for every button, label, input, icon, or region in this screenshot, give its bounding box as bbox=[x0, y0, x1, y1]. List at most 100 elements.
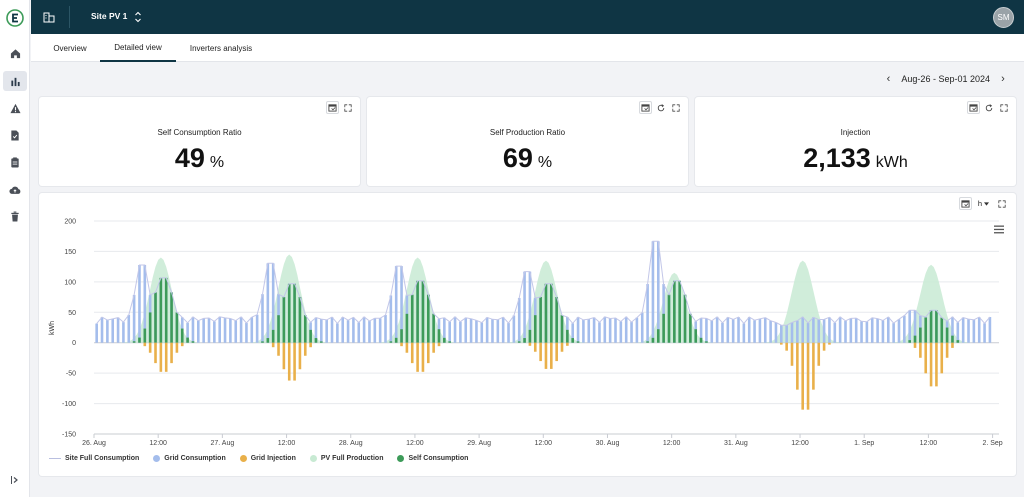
sidebar-item-tasks[interactable] bbox=[3, 152, 27, 172]
x-tick-label: 12:00 bbox=[920, 440, 938, 447]
kpi-title: Self Consumption Ratio bbox=[157, 128, 242, 137]
caret-down-icon bbox=[984, 201, 989, 206]
date-range-label[interactable]: Aug-26 - Sep-01 2024 bbox=[901, 74, 990, 84]
grid-consumption-bar bbox=[143, 265, 147, 343]
grid-consumption-bar bbox=[983, 323, 986, 343]
legend-grid-consumption[interactable]: Grid Consumption bbox=[153, 455, 226, 462]
grid-consumption-bar bbox=[913, 310, 917, 343]
legend-self-consumption[interactable]: Self Consumption bbox=[397, 455, 468, 462]
calendar-button[interactable] bbox=[639, 101, 652, 114]
grid-injection-bar bbox=[410, 342, 414, 364]
expand-icon bbox=[997, 199, 1006, 208]
chevron-left-icon: ‹ bbox=[886, 73, 891, 85]
grid-consumption-bar bbox=[726, 317, 730, 343]
tab-inverters-analysis[interactable]: Inverters analysis bbox=[189, 43, 253, 53]
site-select-chevron[interactable] bbox=[134, 10, 142, 24]
grid-consumption-bar bbox=[325, 319, 328, 343]
grid-consumption-bar bbox=[116, 317, 120, 343]
grid-injection-bar bbox=[550, 342, 553, 369]
chart-legend: Site Full Consumption Grid Consumption G… bbox=[49, 455, 468, 462]
tab-overview[interactable]: Overview bbox=[53, 43, 87, 53]
self-consumption-bar bbox=[646, 341, 649, 343]
app-logo[interactable] bbox=[4, 7, 26, 29]
grid-consumption-bar bbox=[576, 317, 580, 343]
grid-consumption-bar bbox=[742, 323, 746, 343]
grid-injection-bar bbox=[421, 342, 425, 372]
grid-consumption-bar bbox=[897, 319, 901, 343]
grid-consumption-bar bbox=[271, 263, 275, 343]
self-consumption-bar bbox=[421, 280, 425, 343]
legend-label: Site Full Consumption bbox=[65, 455, 140, 462]
grid-consumption-bar bbox=[731, 319, 735, 343]
fullscreen-button[interactable] bbox=[669, 101, 682, 114]
site-selector-icon-button[interactable] bbox=[43, 10, 57, 24]
grid-consumption-bar bbox=[624, 316, 628, 343]
calendar-button[interactable] bbox=[958, 197, 972, 210]
sidebar-item-delete[interactable] bbox=[3, 206, 27, 226]
previous-period-button[interactable]: ‹ bbox=[881, 72, 895, 86]
grid-consumption-bar bbox=[812, 317, 815, 343]
consumption-line bbox=[96, 240, 991, 326]
legend-pv-production[interactable]: PV Full Production bbox=[309, 455, 384, 462]
fullscreen-button[interactable] bbox=[341, 101, 354, 114]
grid-consumption-bar bbox=[870, 317, 874, 343]
grid-consumption-bar bbox=[213, 321, 216, 343]
sidebar-item-home[interactable] bbox=[3, 43, 27, 63]
grid-injection-bar bbox=[271, 342, 275, 348]
grid-consumption-bar bbox=[507, 323, 510, 343]
date-navigator: ‹ Aug-26 - Sep-01 2024 › bbox=[881, 72, 1010, 86]
next-period-button[interactable]: › bbox=[996, 72, 1010, 86]
axis-ticks: 200 150 100 50 0 -50 -100 -150 26. Aug 12:00 27. A… bbox=[62, 219, 1003, 448]
refresh-button[interactable] bbox=[654, 101, 667, 114]
bar-chart-icon bbox=[10, 77, 20, 86]
site-name[interactable]: Site PV 1 bbox=[91, 11, 128, 21]
grid-consumption-bar bbox=[587, 319, 591, 343]
sidebar-item-analytics[interactable] bbox=[3, 71, 27, 91]
grid-injection-bar bbox=[913, 342, 917, 348]
kpi-card-toolbar bbox=[967, 101, 1010, 114]
grid-injection-bar bbox=[148, 342, 152, 353]
grid-consumption-bar bbox=[245, 323, 248, 343]
grid-injection-bar bbox=[560, 342, 564, 352]
grid-injection-bar bbox=[822, 342, 826, 351]
self-consumption-bar bbox=[389, 341, 393, 343]
grid-injection-bar bbox=[566, 342, 569, 346]
self-consumption-bar bbox=[175, 312, 179, 343]
grid-consumption-bar bbox=[988, 316, 992, 343]
grid-consumption-bar bbox=[469, 318, 473, 343]
refresh-button[interactable] bbox=[982, 101, 995, 114]
kpi-unit: % bbox=[537, 154, 553, 171]
chart-menu-button[interactable] bbox=[994, 221, 1004, 234]
legend-dot bbox=[239, 455, 247, 462]
self-consumption-bar bbox=[935, 310, 938, 343]
sidebar-item-alerts[interactable] bbox=[3, 98, 27, 118]
x-tick-label: 28. Aug bbox=[339, 440, 363, 447]
sidebar-item-upload[interactable] bbox=[3, 180, 27, 200]
grid-consumption-bar bbox=[619, 321, 623, 343]
calendar-button[interactable] bbox=[326, 101, 339, 114]
grid-consumption-bar bbox=[566, 317, 569, 343]
grid-consumption-bar bbox=[972, 319, 976, 343]
calendar-icon bbox=[641, 104, 650, 112]
self-consumption-bar bbox=[191, 341, 195, 343]
fullscreen-button[interactable] bbox=[997, 101, 1010, 114]
self-consumption-bar bbox=[550, 283, 553, 343]
grid-injection-bar bbox=[796, 342, 799, 390]
user-avatar[interactable]: SM bbox=[993, 7, 1014, 28]
grid-consumption-bar bbox=[475, 320, 478, 343]
legend-site-consumption[interactable]: Site Full Consumption bbox=[49, 455, 139, 462]
grid-consumption-bar bbox=[908, 310, 911, 343]
grid-injection-bar bbox=[528, 342, 532, 346]
resolution-select[interactable]: h bbox=[975, 197, 992, 210]
sidebar-item-reports[interactable] bbox=[3, 125, 27, 145]
kpi-unit: kWh bbox=[875, 154, 908, 171]
grid-consumption-bar bbox=[106, 320, 109, 343]
expand-icon bbox=[671, 103, 680, 112]
collapse-sidebar-button[interactable] bbox=[8, 473, 22, 487]
calendar-button[interactable] bbox=[967, 101, 980, 114]
fullscreen-button[interactable] bbox=[995, 197, 1008, 210]
tab-detailed-view[interactable]: Detailed view bbox=[100, 34, 176, 62]
legend-grid-injection[interactable]: Grid Injection bbox=[239, 455, 296, 462]
y-tick-label: 0 bbox=[72, 340, 76, 347]
legend-label: PV Full Production bbox=[320, 455, 384, 462]
